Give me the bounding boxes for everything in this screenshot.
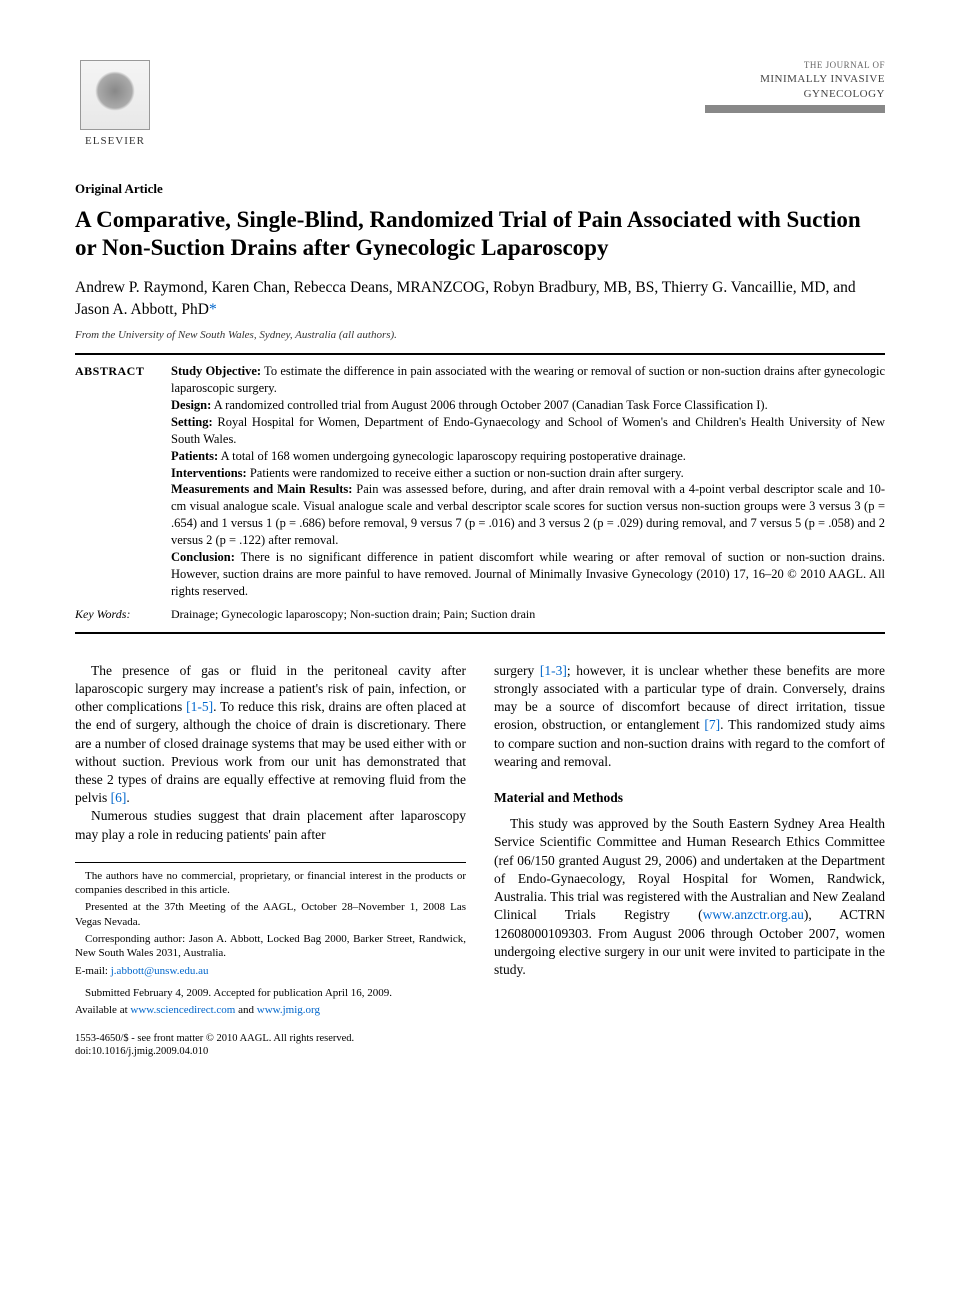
abstract-design: Design: A randomized controlled trial fr… [171,397,885,414]
intro-continued: surgery [1-3]; however, it is unclear wh… [494,662,885,771]
corresponding-marker[interactable]: * [209,301,217,318]
keywords-label: Key Words: [75,606,155,622]
footnote-email: E-mail: j.abbott@unsw.edu.au [75,964,466,978]
publisher-logo: ELSEVIER [75,60,155,150]
jmig-link[interactable]: www.jmig.org [257,1004,320,1016]
footnote-corresponding: Corresponding author: Jason A. Abbott, L… [75,932,466,961]
footer-doi: doi:10.1016/j.jmig.2009.04.010 [75,1045,466,1059]
authors-line: Andrew P. Raymond, Karen Chan, Rebecca D… [75,277,885,320]
abstract-section-text: A total of 168 women undergoing gynecolo… [218,449,686,463]
citation-link[interactable]: [1-5] [186,699,213,714]
publisher-name: ELSEVIER [85,134,145,149]
intro-paragraph-1: The presence of gas or fluid in the peri… [75,662,466,808]
elsevier-tree-icon [80,60,150,130]
email-link[interactable]: j.abbott@unsw.edu.au [111,965,209,977]
footnotes-block: The authors have no commercial, propriet… [75,862,466,1018]
abstract-patients: Patients: A total of 168 women undergoin… [171,448,885,465]
footnote-available: Available at www.sciencedirect.com and w… [75,1003,466,1017]
abstract-interventions: Interventions: Patients were randomized … [171,465,885,482]
citation-link[interactable]: [1-3] [540,663,567,678]
body-columns: The presence of gas or fluid in the peri… [75,662,885,1059]
footer-copyright: 1553-4650/$ - see front matter © 2010 AA… [75,1032,466,1046]
abstract-section-label: Study Objective: [171,364,261,378]
sciencedirect-link[interactable]: www.sciencedirect.com [130,1004,235,1016]
article-title: A Comparative, Single-Blind, Randomized … [75,206,885,264]
footer-block: 1553-4650/$ - see front matter © 2010 AA… [75,1032,466,1059]
abstract-section-label: Setting: [171,415,213,429]
rule-bottom [75,632,885,634]
abstract-section-text: A randomized controlled trial from Augus… [211,398,767,412]
abstract-section-text: There is no significant difference in pa… [171,550,885,598]
abstract-content: Study Objective: To estimate the differe… [171,363,885,599]
article-type: Original Article [75,180,885,198]
left-column: The presence of gas or fluid in the peri… [75,662,466,1059]
intro-paragraph-2: Numerous studies suggest that drain plac… [75,807,466,843]
abstract-section-text: Royal Hospital for Women, Department of … [171,415,885,446]
abstract-results: Measurements and Main Results: Pain was … [171,481,885,549]
methods-heading: Material and Methods [494,789,885,807]
citation-link[interactable]: [6] [111,790,127,805]
journal-prefix: THE JOURNAL OF [685,60,885,72]
journal-name: MINIMALLY INVASIVE GYNECOLOGY [685,72,885,102]
keywords-text: Drainage; Gynecologic laparoscopy; Non-s… [171,606,885,622]
abstract-section-label: Interventions: [171,466,247,480]
abstract-section-text: To estimate the difference in pain assoc… [171,364,885,395]
citation-link[interactable]: [7] [704,717,720,732]
abstract-section-text: Patients were randomized to receive eith… [247,466,684,480]
abstract-block: ABSTRACT Study Objective: To estimate th… [75,363,885,599]
abstract-section-label: Design: [171,398,211,412]
footnote-conflict: The authors have no commercial, propriet… [75,869,466,898]
abstract-objective: Study Objective: To estimate the differe… [171,363,885,397]
journal-block: THE JOURNAL OF MINIMALLY INVASIVE GYNECO… [685,60,885,113]
right-column: surgery [1-3]; however, it is unclear wh… [494,662,885,1059]
rule-top [75,353,885,355]
affiliation: From the University of New South Wales, … [75,328,885,343]
abstract-section-label: Measurements and Main Results: [171,482,352,496]
abstract-setting: Setting: Royal Hospital for Women, Depar… [171,414,885,448]
email-label: E-mail: [75,965,111,977]
available-prefix: Available at [75,1004,130,1016]
link-separator: and [235,1004,256,1016]
footnote-presented: Presented at the 37th Meeting of the AAG… [75,900,466,929]
abstract-label: ABSTRACT [75,363,155,599]
journal-bar-icon [705,105,885,113]
abstract-section-label: Patients: [171,449,218,463]
methods-paragraph: This study was approved by the South Eas… [494,815,885,979]
authors-text: Andrew P. Raymond, Karen Chan, Rebecca D… [75,279,856,318]
footnote-submitted: Submitted February 4, 2009. Accepted for… [75,986,466,1000]
abstract-section-label: Conclusion: [171,550,235,564]
header-row: ELSEVIER THE JOURNAL OF MINIMALLY INVASI… [75,60,885,150]
anzctr-link[interactable]: www.anzctr.org.au [703,907,804,922]
abstract-conclusion: Conclusion: There is no significant diff… [171,549,885,600]
keywords-row: Key Words: Drainage; Gynecologic laparos… [75,606,885,622]
